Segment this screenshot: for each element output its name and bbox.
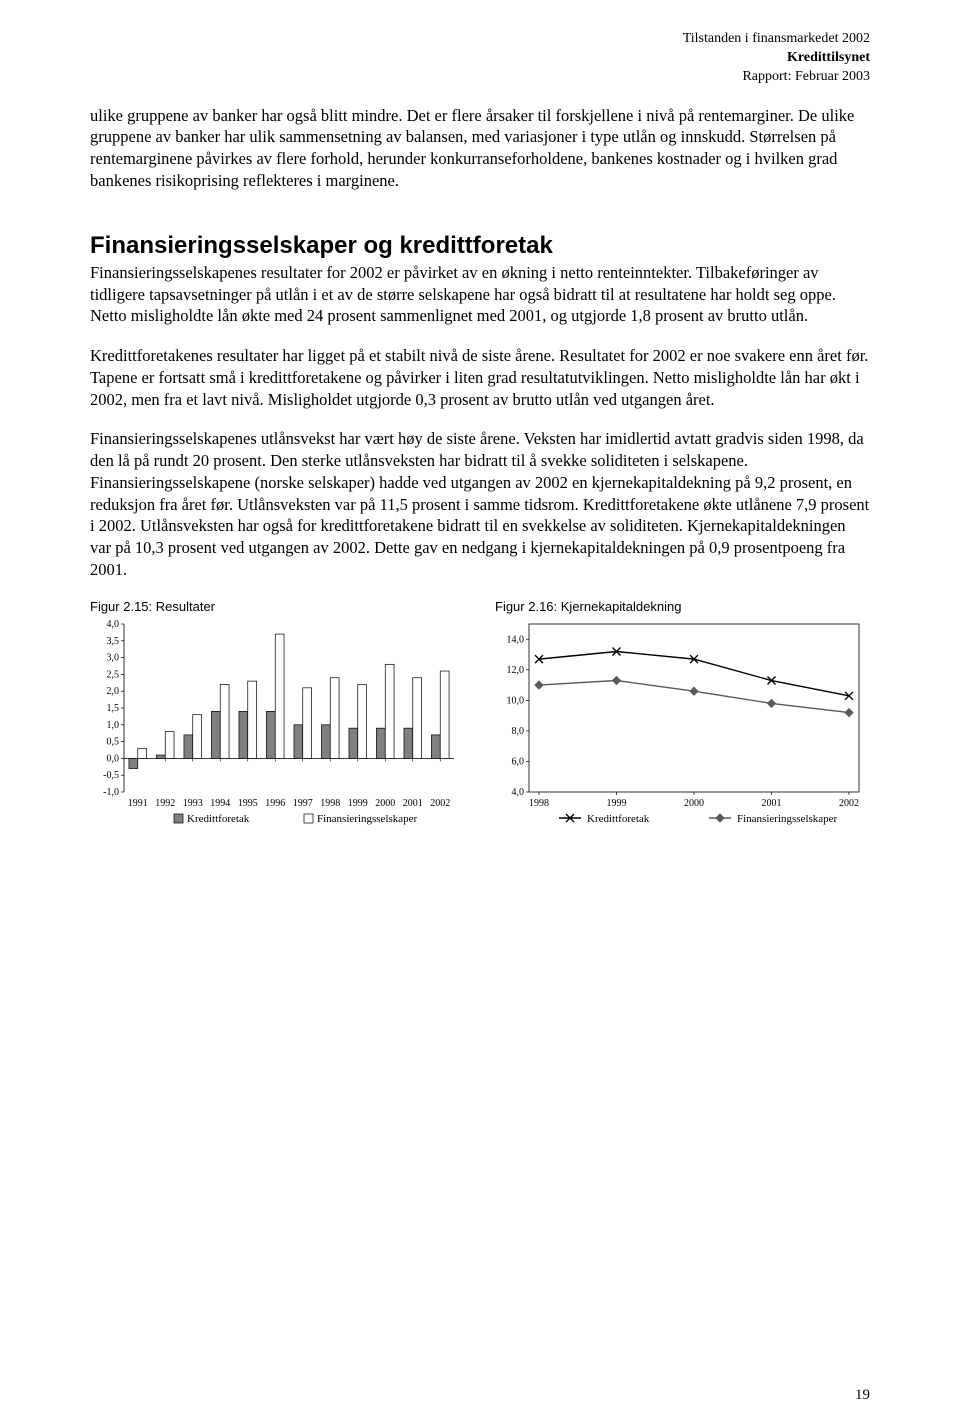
- svg-text:1999: 1999: [348, 798, 368, 809]
- svg-text:2001: 2001: [762, 798, 782, 809]
- svg-text:4,0: 4,0: [512, 787, 525, 798]
- svg-text:3,0: 3,0: [107, 652, 120, 663]
- svg-text:2002: 2002: [430, 798, 450, 809]
- svg-text:-0,5: -0,5: [103, 770, 119, 781]
- svg-text:1998: 1998: [320, 798, 340, 809]
- svg-text:14,0: 14,0: [507, 634, 525, 645]
- svg-text:0,0: 0,0: [107, 753, 120, 764]
- section-title: Finansieringsselskaper og kredittforetak: [90, 232, 870, 260]
- svg-text:6,0: 6,0: [512, 756, 525, 767]
- svg-text:3,5: 3,5: [107, 635, 120, 646]
- figure-left-caption: Figur 2.15: Resultater: [90, 599, 465, 614]
- svg-text:1998: 1998: [529, 798, 549, 809]
- svg-text:2002: 2002: [839, 798, 859, 809]
- svg-text:1,5: 1,5: [107, 703, 120, 714]
- figure-left-col: Figur 2.15: Resultater -1,0 -0,5 0,0 0,5 1,0…: [90, 599, 465, 848]
- svg-text:2,0: 2,0: [107, 686, 120, 697]
- figure-row: Figur 2.15: Resultater -1,0 -0,5 0,0 0,5 1,0…: [90, 599, 870, 848]
- svg-text:Finansieringsselskaper: Finansieringsselskaper: [737, 813, 838, 825]
- svg-text:1999: 1999: [607, 798, 627, 809]
- svg-text:0,5: 0,5: [107, 736, 120, 747]
- svg-text:1,0: 1,0: [107, 719, 120, 730]
- svg-text:Kredittforetak: Kredittforetak: [187, 813, 250, 825]
- svg-text:Kredittforetak: Kredittforetak: [587, 813, 650, 825]
- paragraph-1: ulike gruppene av banker har også blitt …: [90, 105, 870, 192]
- header-line-1: Tilstanden i finansmarkedet 2002: [90, 30, 870, 49]
- paragraph-3: Kredittforetakenes resultater har ligget…: [90, 345, 870, 410]
- paragraph-2: Finansieringsselskapenes resultater for …: [90, 262, 870, 327]
- header-line-2: Kredittilsynet: [90, 49, 870, 68]
- line-chart: 4,0 6,0 8,0 10,0 12,0 14,0 1998 1999 2000 2001 200…: [495, 618, 870, 848]
- page-number: 19: [855, 1387, 870, 1404]
- figure-right-caption: Figur 2.16: Kjernekapitaldekning: [495, 599, 870, 614]
- svg-text:8,0: 8,0: [512, 726, 525, 737]
- svg-text:2000: 2000: [375, 798, 395, 809]
- svg-text:2,5: 2,5: [107, 669, 120, 680]
- svg-text:1996: 1996: [265, 798, 285, 809]
- svg-text:Finansieringsselskaper: Finansieringsselskaper: [317, 813, 418, 825]
- paragraph-4: Finansieringsselskapenes utlånsvekst har…: [90, 428, 870, 580]
- svg-text:1995: 1995: [238, 798, 258, 809]
- page: Tilstanden i finansmarkedet 2002 Kreditt…: [0, 0, 960, 1424]
- svg-text:1992: 1992: [155, 798, 175, 809]
- svg-text:4,0: 4,0: [107, 619, 120, 630]
- svg-text:1993: 1993: [183, 798, 203, 809]
- svg-text:-1,0: -1,0: [103, 787, 119, 798]
- document-header: Tilstanden i finansmarkedet 2002 Kreditt…: [90, 30, 870, 87]
- figure-right-col: Figur 2.16: Kjernekapitaldekning 4,0 6,0 8…: [495, 599, 870, 848]
- svg-text:1994: 1994: [210, 798, 230, 809]
- line-chart-svg: 4,0 6,0 8,0 10,0 12,0 14,0 1998 1999 2000 2001 200…: [495, 618, 865, 848]
- svg-text:2001: 2001: [403, 798, 423, 809]
- header-line-3: Rapport: Februar 2003: [90, 68, 870, 87]
- svg-text:1997: 1997: [293, 798, 313, 809]
- svg-text:1991: 1991: [128, 798, 148, 809]
- bar-chart-svg: -1,0 -0,5 0,0 0,5 1,0 1,5 2,0 2,5 3,0 3,5 4,0 1991 1…: [90, 618, 460, 848]
- svg-text:2000: 2000: [684, 798, 704, 809]
- svg-text:10,0: 10,0: [507, 695, 525, 706]
- bar-chart: -1,0 -0,5 0,0 0,5 1,0 1,5 2,0 2,5 3,0 3,5 4,0 1991 1…: [90, 618, 465, 848]
- svg-text:12,0: 12,0: [507, 665, 525, 676]
